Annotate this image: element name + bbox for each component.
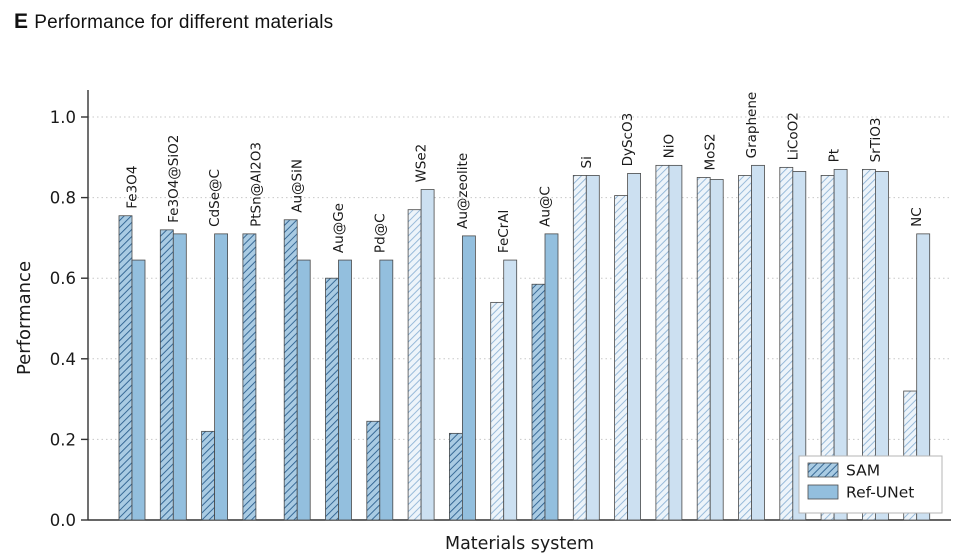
bar-sam-FeCrAl [490,301,505,521]
category-label: Fe3O4 [125,166,141,209]
category-label: LiCoO2 [785,112,801,160]
x-axis-label: Materials system [445,534,594,554]
bar-refunet-NiO [668,164,683,521]
bar-refunet-Graphene [751,164,765,521]
category-label: Si [579,156,595,168]
bar-refunet-Fe3O4 [131,259,146,521]
category-label: MoS2 [703,133,719,170]
bar-refunet-LiCoO2 [792,171,807,521]
bar-sam-WSe2 [407,209,422,521]
category-label: Au@SiN [290,159,306,213]
category-label: Au@Ge [331,203,347,253]
category-label: Pd@C [372,213,388,253]
bar-sam-MoS2 [696,177,711,521]
category-label: Fe3O4@SiO2 [166,135,182,223]
category-label: Pt [827,149,843,162]
bar-sam-Si [572,175,587,521]
category-label: Au@zeolite [455,153,471,229]
bar-sam-Graphene [738,175,752,521]
bar-refunet-SrTiO3 [875,171,889,521]
category-label: FeCrAl [496,210,512,253]
category-label: WSe2 [414,144,430,183]
chart-title: E Performance for different materials [14,10,333,34]
panel-label: E [14,10,29,33]
bar-sam-NiO [655,164,670,521]
y-axis-label: Performance [14,261,35,375]
category-label: Graphene [744,92,760,159]
y-tick-label: 0.2 [50,430,76,449]
legend-label: SAM [846,462,880,480]
category-label: SrTiO3 [868,117,884,162]
category-label: NiO [661,134,677,158]
bar-sam-Fe3O4 [118,215,133,521]
legend-swatch-refunet [807,484,839,500]
bar-refunet-WSe2 [420,189,435,521]
bar-sam-LiCoO2 [779,166,794,521]
y-tick-label: 0.0 [50,511,76,530]
bar-refunet-Au@Ge [338,259,352,521]
bar-refunet-Au@SiN [296,259,311,521]
legend-swatch-sam [807,462,839,478]
legend-label: Ref-UNet [846,484,914,502]
bar-sam-Fe3O4@SiO2 [159,229,174,521]
category-label: NC [909,207,925,227]
bar-refunet-NC [916,233,931,521]
y-tick-label: 1.0 [50,108,76,127]
bar-refunet-FeCrAl [503,259,518,521]
bar-sam-Au@SiN [283,219,298,521]
chart-title-text: Performance for different materials [34,12,334,33]
category-label: CdSe@C [207,169,223,227]
bar-refunet-Fe3O4@SiO2 [172,233,187,521]
y-tick-label: 0.4 [50,350,76,369]
category-label: Au@C [538,186,554,227]
category-label: DyScO3 [620,113,636,167]
bar-refunet-MoS2 [709,179,724,521]
y-tick-label: 0.8 [50,189,76,208]
bar-refunet-CdSe@C [214,233,229,521]
bar-sam-Au@zeolite [448,432,463,521]
bar-refunet-Pt [833,168,848,521]
bar-sam-DyScO3 [614,195,628,521]
y-tick-label: 0.6 [50,269,76,288]
bar-refunet-Pd@C [379,259,394,521]
bar-refunet-Au@zeolite [461,235,476,521]
bar-refunet-Si [585,175,600,521]
bar-sam-PtSn@Al2O3 [242,233,257,521]
bar-refunet-DyScO3 [627,173,641,521]
bar-sam-Au@C [531,283,546,521]
bar-refunet-Au@C [544,233,559,521]
bar-sam-Au@Ge [325,277,339,521]
bar-sam-Pd@C [366,420,381,521]
bar-sam-CdSe@C [201,430,216,521]
legend: SAM Ref-UNet [798,455,943,514]
category-label: PtSn@Al2O3 [248,142,264,227]
